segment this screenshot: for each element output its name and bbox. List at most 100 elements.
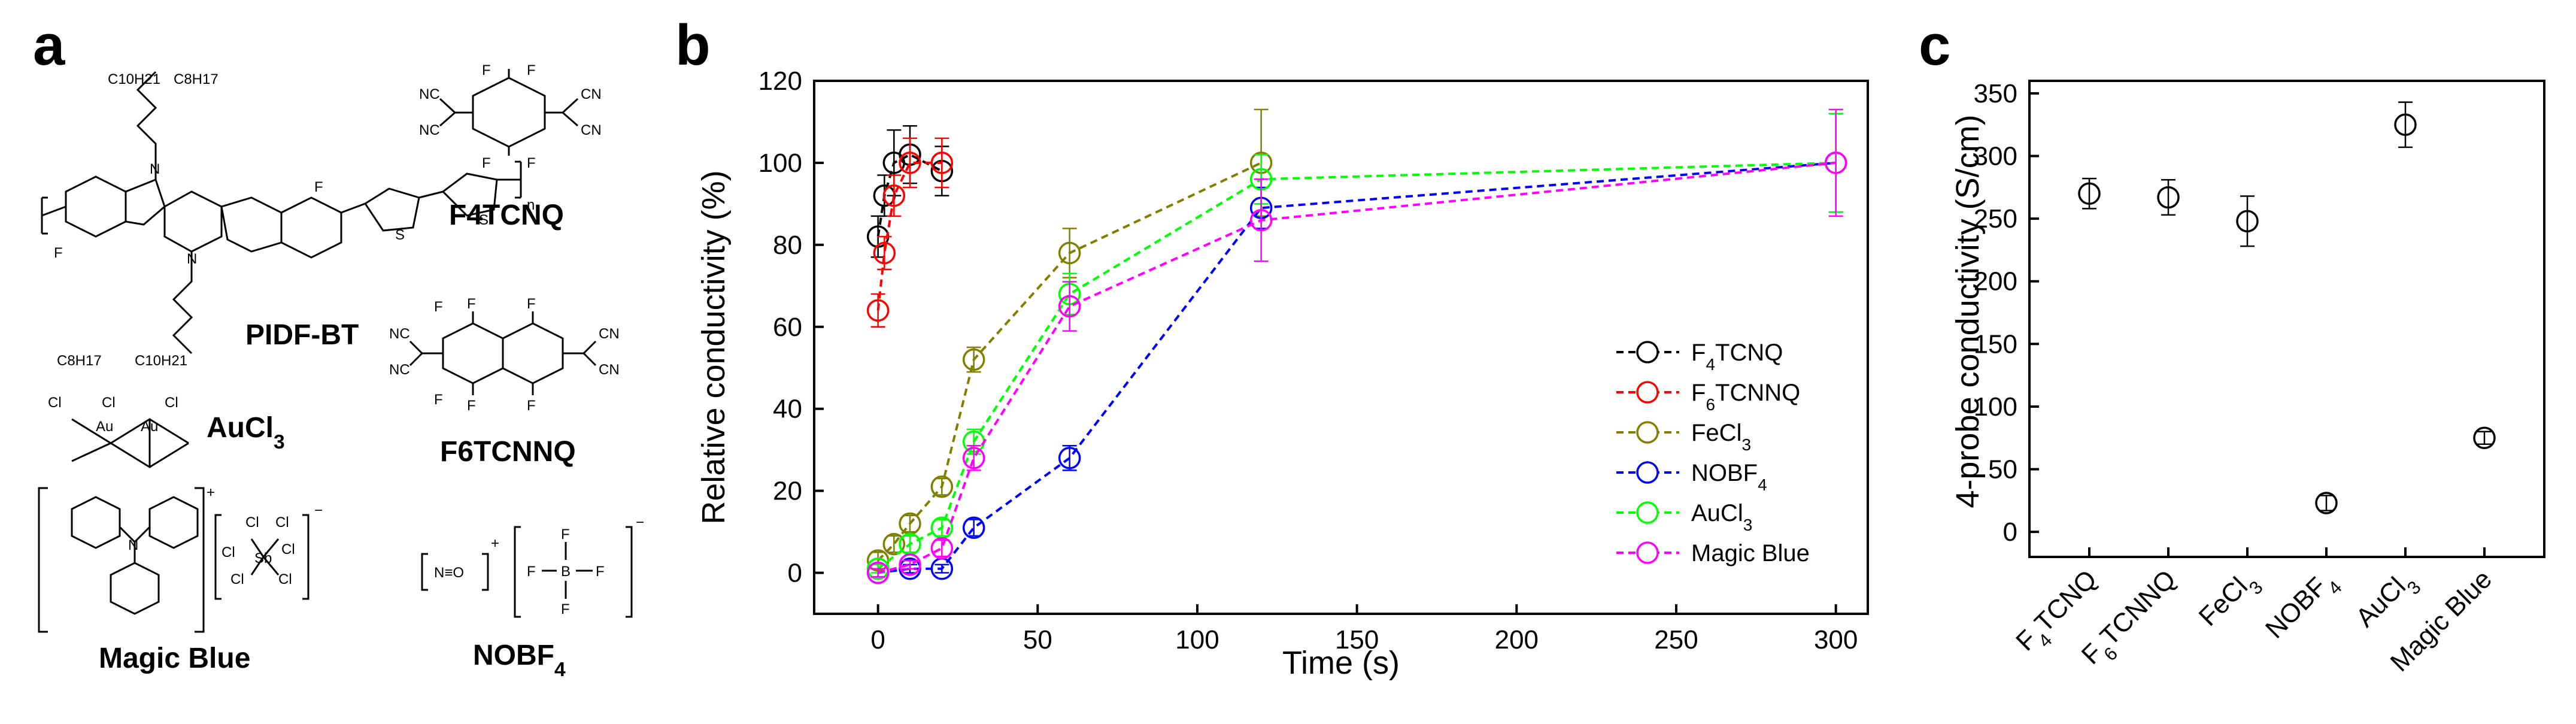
nobf4-charge-plus: + (491, 535, 499, 552)
chart-b-legend: F4TCNQ F6TCNNQ FeCl3 NOBF4 AuCl3 Magic Blue (1616, 340, 1810, 567)
aucl3-atom-au-2: Au (141, 419, 158, 435)
nobf4-atom-f-3: F (527, 564, 536, 580)
pidf-bt-atom-s2: S (479, 212, 489, 228)
series-magic-blue-point (1824, 152, 1847, 174)
series-magic-blue-point (899, 553, 921, 576)
structure-f6tcnnq (409, 311, 597, 395)
panel-label-c: c (1919, 13, 1950, 77)
nobf4-atom-b: B (561, 564, 571, 580)
chart-c-f4tcnq-point (2078, 182, 2101, 205)
chart-b-x-tick-label: 150 (1335, 625, 1379, 655)
series-f6tcnnq-point (866, 299, 890, 322)
structure-nobf4 (421, 526, 633, 618)
nobf4-atom-f-4: F (596, 564, 605, 580)
f6tcnnq-atom-cn-2: CN (599, 362, 620, 378)
legend-magic-blue-label: Magic Blue (1691, 540, 1810, 567)
chart-b-y-tick-label: 100 (758, 149, 802, 178)
chart-c-magic-blue-point (2473, 426, 2496, 449)
magic-blue-atom-cl-6: Cl (278, 571, 292, 587)
chart-c-x-tick-label: Magic Blue (2385, 564, 2498, 677)
f6tcnnq-atom-f-2: F (467, 296, 476, 312)
series-nobf4-point (1058, 447, 1081, 469)
magic-blue-charge-plus: + (207, 484, 215, 501)
chart-b-x-tick-label: 300 (1814, 625, 1858, 655)
chart-c-y-tick-label: 300 (1974, 142, 2017, 171)
f4tcnq-atom-nc-1: NC (419, 86, 440, 102)
f4tcnq-atom-f-2: F (527, 62, 536, 78)
series-f6tcnnq-point (899, 152, 921, 174)
chart-c-f6tcnnq-point (2157, 186, 2180, 209)
chart-b-x-axis-title: Time (s) (1282, 645, 1400, 681)
f6tcnnq-atom-f-5: F (467, 398, 476, 414)
pidf-bt-atom-c8h17-bottom: C8H17 (57, 353, 102, 369)
magic-blue-label: Magic Blue (99, 643, 250, 674)
aucl3-atom-cl-3: Cl (165, 395, 178, 411)
legend-f4tcnq-marker (1636, 341, 1659, 363)
pidf-bt-atom-s1: S (395, 227, 405, 243)
chart-b-y-tick-label: 120 (758, 66, 802, 96)
structure-f4tcnq (439, 69, 579, 156)
pidf-bt-atom-c10h21-top: C10H21 (108, 71, 160, 87)
chart-b-x-tick-label: 200 (1495, 625, 1539, 655)
nobf4-label: NOBF4 (473, 640, 566, 681)
pidf-bt-atom-c8h17-top: C8H17 (174, 71, 219, 87)
series-f6tcnnq-point (882, 184, 906, 207)
chart-c-fecl3-point (2236, 210, 2259, 233)
magic-blue-charge-minus: − (314, 502, 323, 519)
f6tcnnq-atom-f-4: F (434, 392, 443, 408)
magic-blue-atom-cl-1: Cl (245, 514, 259, 531)
aucl3-atom-cl-2: Cl (102, 395, 116, 411)
legend-nobf4-marker (1636, 461, 1659, 484)
chart-b-y-tick-label: 60 (773, 313, 802, 342)
series-nobf4-point (962, 516, 985, 539)
chart-b-ticks: 0 50 100 150 200 250 300 0 20 40 60 80 100 120 (758, 66, 1858, 655)
pidf-bt-label: PIDF-BT (245, 319, 359, 351)
chart-c-x-tick-label: NOBF4 (2260, 564, 2346, 650)
chart-b-x-tick-label: 100 (1175, 625, 1219, 655)
f6tcnnq-atom-f-3: F (527, 296, 536, 312)
f4tcnq-atom-nc-2: NC (419, 122, 440, 138)
chart-b-relative-conductivity: 0 50 100 150 200 250 300 0 20 40 60 80 100 120 F4TCNQ… (696, 66, 1869, 681)
structure-pidf-bt (41, 71, 522, 355)
chart-b-x-tick-label: 50 (1023, 625, 1052, 655)
chart-c-y-tick-label: 0 (2003, 517, 2017, 547)
series-magic-blue-point (1058, 295, 1081, 318)
magic-blue-atom-n: N (128, 537, 138, 553)
chart-b-y-tick-label: 0 (788, 559, 802, 588)
nobf4-atom-f-1: F (561, 526, 570, 543)
pidf-bt-atom-n-top: N (150, 161, 160, 177)
nobf4-atom-no: N≡O (434, 565, 464, 581)
series-f6tcnnq-point (873, 241, 896, 265)
legend-f6tcnnq-label: F6TCNNQ (1691, 380, 1800, 414)
chart-b-series (866, 108, 1847, 584)
chart-b-y-tick-label: 40 (773, 395, 802, 424)
chart-c-points (2078, 101, 2496, 514)
aucl3-atom-au-1: Au (96, 419, 113, 435)
pidf-bt-atom-n-repeat: n (527, 197, 535, 213)
nobf4-charge-minus: − (636, 514, 644, 531)
series-fecl3-line (877, 162, 1262, 562)
f6tcnnq-label: F6TCNNQ (440, 436, 576, 468)
series-magic-blue-point (1249, 209, 1273, 232)
chart-c-y-tick-label: 250 (1974, 204, 2017, 234)
panel-label-b: b (675, 13, 711, 77)
magic-blue-atom-cl-3: Cl (222, 544, 235, 561)
chart-b-x-tick-label: 0 (870, 625, 885, 655)
magic-blue-atom-cl-4: Cl (281, 541, 295, 558)
pidf-bt-atom-f-left: F (54, 245, 63, 261)
chart-c-x-tick-label: FeCl3 (2193, 564, 2267, 638)
chart-b-y-tick-label: 20 (773, 477, 802, 506)
f4tcnq-label: F4TCNQ (449, 199, 564, 231)
magic-blue-atom-cl-2: Cl (275, 514, 289, 531)
f4tcnq-atom-f-4: F (527, 155, 536, 171)
chart-c-y-tick-label: 150 (1974, 329, 2017, 359)
series-fecl3-point (962, 348, 985, 371)
f6tcnnq-atom-f-1: F (434, 299, 443, 315)
f4tcnq-atom-f-3: F (482, 155, 491, 171)
legend-aucl3-marker (1636, 501, 1659, 524)
legend-fecl3-label: FeCl3 (1691, 420, 1751, 454)
chart-c-y-tick-label: 200 (1974, 267, 2017, 296)
chart-b-x-tick-label: 250 (1654, 625, 1698, 655)
